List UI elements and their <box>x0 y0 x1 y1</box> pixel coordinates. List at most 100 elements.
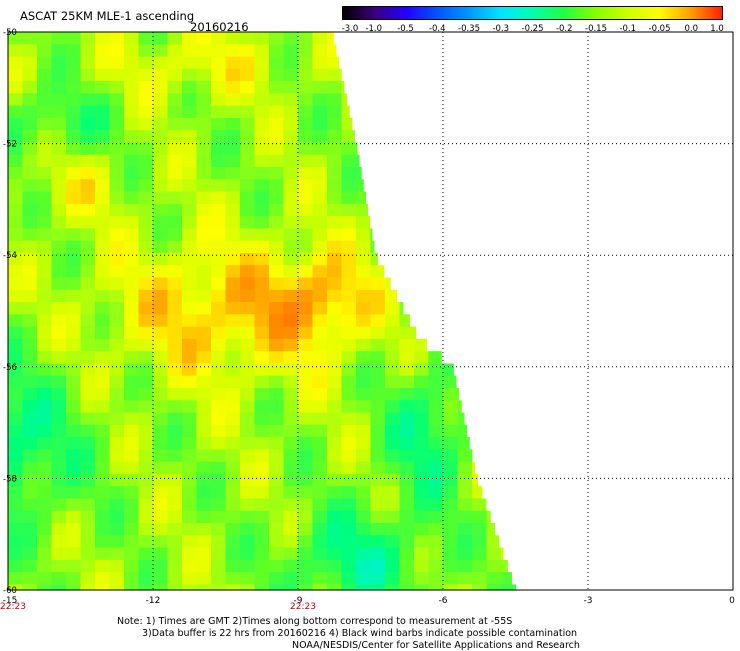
heatmap-cell <box>428 559 444 573</box>
heatmap-cell <box>472 461 476 475</box>
heatmap-cell <box>80 32 96 45</box>
heatmap-cell <box>37 572 53 585</box>
heatmap-cell <box>443 584 459 591</box>
heatmap-cell <box>356 277 372 291</box>
heatmap-cell <box>240 510 256 524</box>
heatmap-cell <box>138 412 154 426</box>
heatmap-cell <box>167 117 183 131</box>
heatmap-cell <box>414 572 430 585</box>
heatmap-cell <box>341 461 357 475</box>
heatmap-cell <box>370 277 386 291</box>
heatmap-cell <box>167 203 183 217</box>
heatmap-cell <box>167 44 183 58</box>
heatmap-cell <box>37 523 53 536</box>
heatmap-cell <box>327 351 343 365</box>
heatmap-cell <box>370 486 386 500</box>
heatmap-cell <box>80 216 96 229</box>
heatmap-cell <box>211 228 227 242</box>
heatmap-cell <box>399 510 415 524</box>
heatmap-cell <box>312 449 328 463</box>
heatmap-cell <box>341 179 357 193</box>
heatmap-cell <box>370 363 386 377</box>
heatmap-cell <box>138 56 154 70</box>
heatmap-cell <box>124 449 140 463</box>
heatmap-cell <box>254 424 270 438</box>
heatmap-cell <box>196 400 212 414</box>
heatmap-cell <box>269 363 285 377</box>
heatmap-cell <box>385 375 401 389</box>
heatmap-cell <box>312 572 328 585</box>
heatmap-cell <box>138 216 154 229</box>
heatmap-cell <box>124 338 140 352</box>
heatmap-cell <box>51 167 67 180</box>
heatmap-cell <box>66 191 82 205</box>
heatmap-cell <box>240 240 256 254</box>
heatmap-cell <box>182 240 198 254</box>
heatmap-cell <box>327 81 343 94</box>
heatmap-cell <box>138 326 154 340</box>
heatmap-cell <box>196 388 212 401</box>
heatmap-cell <box>22 191 38 205</box>
heatmap-cell <box>8 253 24 266</box>
heatmap-cell <box>167 535 183 549</box>
heatmap-cell <box>51 240 67 254</box>
heatmap-cell <box>182 179 198 193</box>
heatmap-cell <box>370 523 386 536</box>
heatmap-cell <box>457 388 460 401</box>
heatmap-cell <box>182 486 198 500</box>
heatmap-cell <box>95 130 111 144</box>
heatmap-cell <box>109 130 125 144</box>
heatmap-cell <box>486 584 502 591</box>
heatmap-cell <box>254 326 270 340</box>
heatmap-cell <box>240 461 256 475</box>
heatmap-cell <box>182 510 198 524</box>
heatmap-cell <box>356 302 372 315</box>
heatmap-cell <box>298 498 314 512</box>
heatmap-cell <box>37 130 53 144</box>
heatmap-cell <box>283 559 299 573</box>
heatmap-cell <box>153 424 169 438</box>
heatmap-cell <box>254 167 270 180</box>
heatmap-cell <box>66 142 82 156</box>
heatmap-cell <box>428 437 444 450</box>
heatmap-cell <box>399 461 415 475</box>
heatmap-cell <box>341 473 357 487</box>
heatmap-cell <box>356 572 372 585</box>
heatmap-cell <box>312 130 328 144</box>
heatmap-cell <box>327 388 343 401</box>
heatmap-cell <box>312 510 328 524</box>
heatmap-cell <box>138 32 154 45</box>
heatmap-cell <box>167 191 183 205</box>
heatmap-cell <box>283 191 299 205</box>
heatmap-cell <box>240 412 256 426</box>
heatmap-cell <box>240 523 256 536</box>
heatmap-cell <box>66 498 82 512</box>
heatmap-cell <box>225 203 241 217</box>
heatmap-cell <box>341 326 357 340</box>
heatmap-cell <box>138 338 154 352</box>
heatmap-cell <box>37 363 53 377</box>
heatmap-cell <box>298 473 314 487</box>
heatmap-cell <box>399 388 415 401</box>
heatmap-cell <box>254 179 270 193</box>
heatmap-cell <box>385 326 401 340</box>
heatmap-cell <box>66 179 82 193</box>
heatmap-cell <box>51 461 67 475</box>
heatmap-cell <box>298 523 314 536</box>
heatmap-cell <box>225 424 241 438</box>
heatmap-cell <box>138 449 154 463</box>
heatmap-cell <box>80 424 96 438</box>
heatmap-cell <box>8 437 24 450</box>
heatmap-cell <box>356 314 372 328</box>
heatmap-cell <box>182 68 198 82</box>
heatmap-cell <box>385 412 401 426</box>
heatmap-cell <box>196 130 212 144</box>
heatmap-cell <box>211 167 227 180</box>
heatmap-cell <box>109 486 125 500</box>
heatmap-cell <box>428 523 444 536</box>
heatmap-cell <box>327 338 343 352</box>
heatmap-cell <box>283 81 299 94</box>
heatmap-cell <box>457 424 468 438</box>
heatmap-cell <box>283 523 299 536</box>
heatmap-cell <box>211 154 227 168</box>
